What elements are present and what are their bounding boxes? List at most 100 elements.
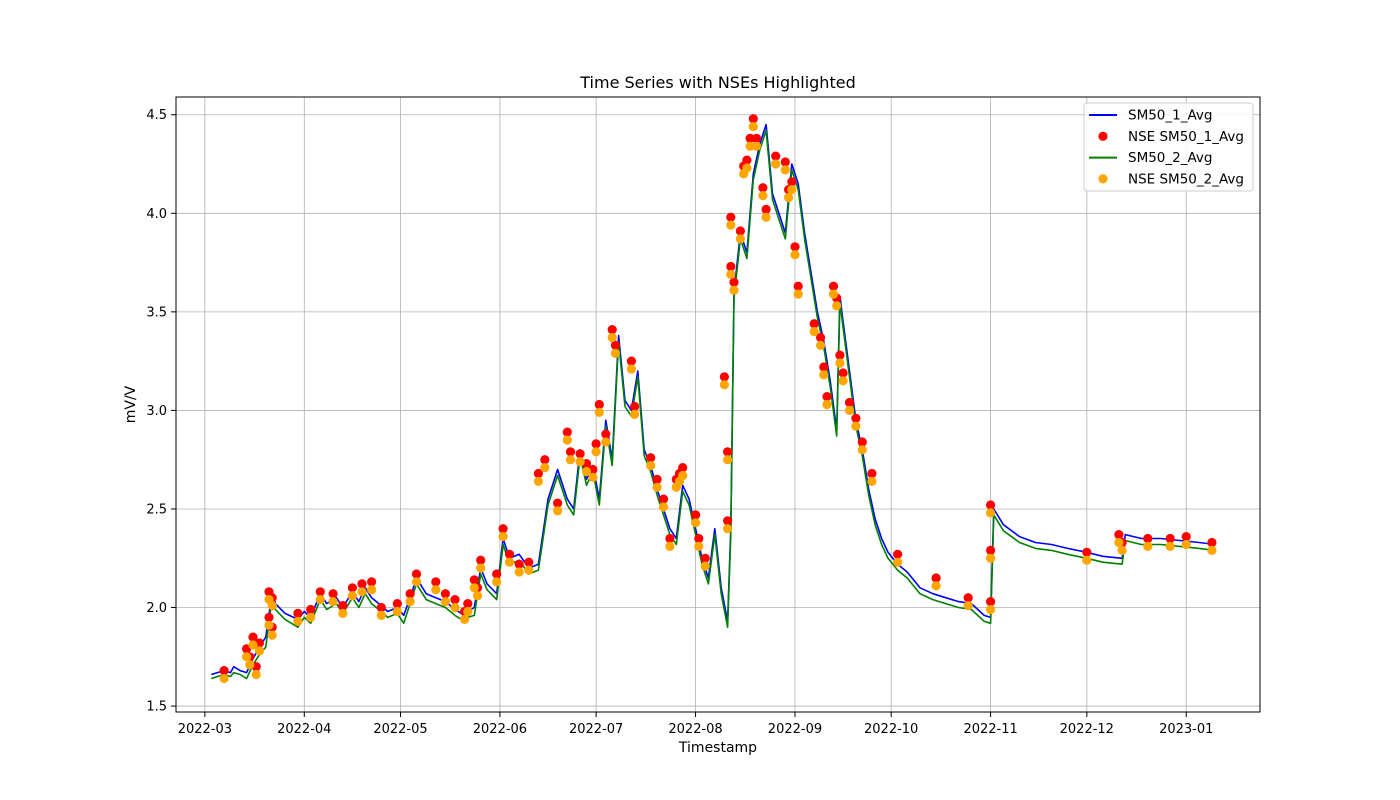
data-point	[514, 559, 524, 569]
data-point	[460, 614, 470, 625]
data-point	[761, 212, 771, 222]
x-tick-label: 2022-11	[963, 722, 1017, 737]
data-point	[610, 348, 621, 358]
data-point	[851, 421, 861, 431]
data-point	[729, 277, 739, 287]
y-tick-label: 3.5	[146, 305, 167, 320]
data-point	[658, 494, 669, 504]
x-tick-label: 2022-07	[569, 722, 623, 737]
data-point	[729, 285, 739, 295]
legend-marker-swatch	[1098, 131, 1108, 141]
data-point	[431, 577, 441, 587]
data-point	[219, 666, 229, 676]
data-point	[986, 500, 996, 510]
data-point	[254, 646, 264, 656]
data-point	[658, 502, 669, 512]
x-tick-label: 2022-10	[864, 722, 918, 737]
data-point	[784, 192, 794, 203]
data-point	[1114, 530, 1124, 540]
data-point	[267, 601, 277, 611]
x-axis-title: Timestamp	[678, 740, 757, 756]
data-point	[492, 569, 502, 579]
data-point	[694, 533, 704, 544]
data-point	[986, 508, 996, 518]
data-point	[986, 604, 996, 615]
data-point	[742, 155, 752, 165]
data-point	[751, 133, 762, 143]
data-point	[405, 589, 415, 599]
data-point	[264, 620, 274, 630]
data-point	[463, 599, 473, 609]
data-point	[1082, 555, 1092, 565]
data-point	[665, 541, 675, 552]
data-point	[832, 301, 842, 311]
data-point	[293, 616, 303, 626]
data-point	[591, 439, 601, 449]
data-point	[469, 583, 479, 593]
data-point	[893, 557, 903, 567]
data-point	[1143, 541, 1153, 552]
data-point	[838, 368, 848, 378]
legend-marker-swatch	[1098, 174, 1108, 184]
data-point	[665, 533, 675, 544]
data-point	[357, 579, 367, 589]
data-point	[607, 325, 617, 335]
data-point	[652, 474, 662, 484]
data-point	[700, 553, 710, 563]
data-point	[694, 541, 704, 552]
data-point	[857, 437, 867, 447]
data-point	[450, 602, 460, 613]
data-point	[1207, 537, 1217, 548]
plot-area	[175, 96, 1261, 713]
data-point	[347, 583, 357, 593]
data-point	[735, 234, 746, 244]
series-layer	[211, 114, 1217, 684]
data-point	[1114, 537, 1124, 548]
data-point	[367, 577, 377, 587]
axes-frame	[175, 96, 1261, 713]
y-tick-label: 4.0	[146, 207, 167, 222]
data-point	[338, 601, 348, 611]
x-tick-label: 2022-03	[178, 722, 232, 737]
data-point	[986, 597, 996, 607]
data-point	[498, 532, 508, 542]
data-point	[1082, 547, 1092, 557]
data-point	[819, 362, 829, 372]
data-point	[828, 281, 839, 291]
data-point	[524, 557, 534, 567]
data-point	[646, 453, 656, 463]
data-point	[610, 340, 621, 350]
y-tick-label: 2.0	[146, 601, 167, 616]
data-point	[469, 575, 479, 585]
data-point	[726, 269, 736, 279]
chart-title: Time Series with NSEs Highlighted	[579, 73, 855, 92]
data-point	[476, 555, 486, 565]
data-point	[678, 463, 688, 473]
data-point	[745, 133, 755, 143]
legend-item: SM50_1_Avg	[1089, 108, 1213, 124]
data-point	[540, 463, 550, 473]
data-point	[591, 447, 601, 457]
data-point	[315, 595, 325, 605]
data-point	[931, 581, 941, 591]
data-point	[780, 157, 790, 167]
data-point	[700, 561, 710, 571]
data-point	[780, 165, 790, 175]
data-point	[751, 141, 762, 151]
data-point	[719, 380, 730, 390]
data-point	[844, 397, 855, 408]
data-point	[306, 604, 316, 615]
data-point	[726, 220, 736, 230]
data-point	[857, 445, 867, 455]
data-point	[594, 407, 604, 417]
data-point	[553, 498, 563, 508]
data-point	[986, 553, 996, 563]
data-point	[376, 610, 386, 621]
data-point	[411, 577, 422, 587]
data-point	[816, 332, 826, 343]
data-point	[293, 608, 303, 619]
data-point	[367, 585, 377, 595]
data-point	[646, 461, 656, 471]
y-axis: 1.5 2.0 2.5 3.0 3.5 4.0 4.5	[146, 108, 176, 715]
data-point	[492, 577, 502, 587]
